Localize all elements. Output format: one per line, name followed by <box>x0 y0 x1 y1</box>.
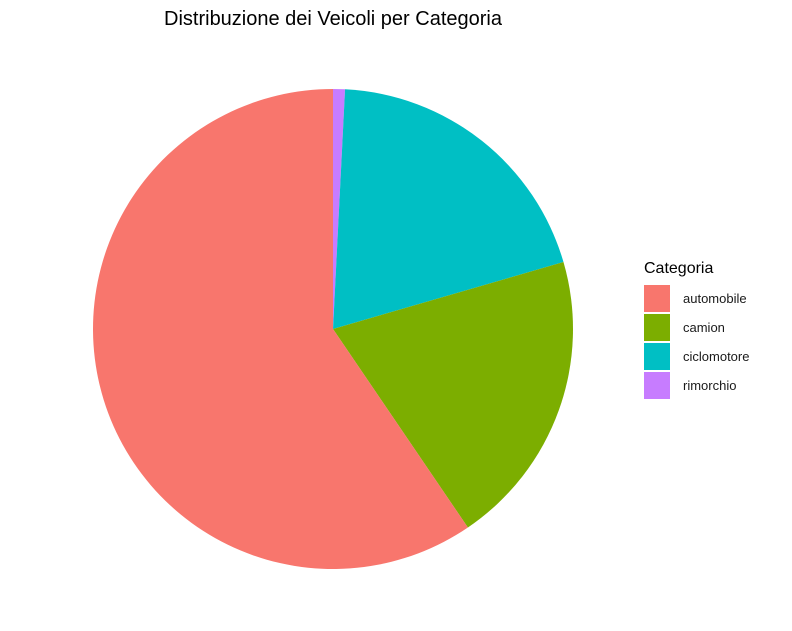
pie-slices <box>93 89 573 570</box>
legend-item-rimorchio: rimorchio <box>644 371 749 400</box>
legend-title: Categoria <box>644 260 714 277</box>
legend-item-camion: camion <box>644 313 749 342</box>
legend-item-automobile: automobile <box>644 284 749 313</box>
legend-swatch <box>644 285 670 312</box>
pie-slice-camion <box>333 262 573 528</box>
legend-item-ciclomotore: ciclomotore <box>644 342 749 371</box>
legend: Categoria automobile camion ciclomotore rim… <box>644 260 749 400</box>
pie-slice-rimorchio <box>333 89 346 329</box>
pie-slice-ciclomotore <box>333 89 564 329</box>
legend-label: camion <box>683 320 725 335</box>
pie-slice-automobile <box>93 89 468 570</box>
chart-title: Distribuzione dei Veicoli per Categoria <box>164 8 502 30</box>
legend-items: automobile camion ciclomotore rimorchio <box>644 284 749 400</box>
legend-label: automobile <box>683 291 747 306</box>
legend-swatch <box>644 314 670 341</box>
legend-label: rimorchio <box>683 378 737 393</box>
legend-swatch <box>644 343 670 370</box>
legend-label: ciclomotore <box>683 349 750 364</box>
legend-swatch <box>644 372 670 399</box>
